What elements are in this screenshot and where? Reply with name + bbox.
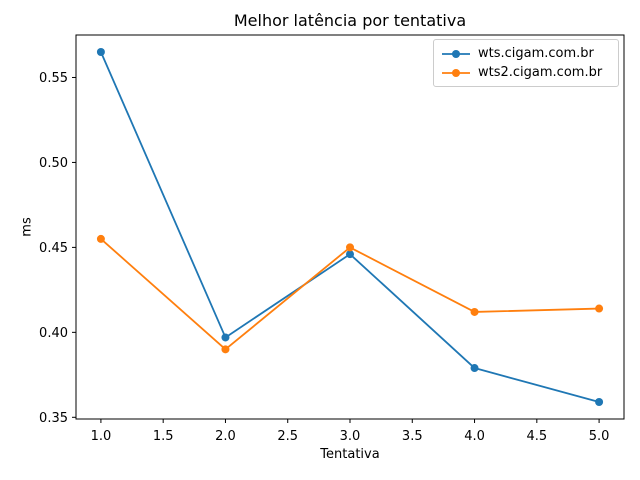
x-tick-label: 2.5 bbox=[277, 429, 298, 444]
data-point-marker bbox=[346, 243, 354, 252]
legend-line-marker-icon bbox=[442, 68, 470, 77]
series-line bbox=[100, 51, 600, 403]
y-tick-label: 0.50 bbox=[39, 156, 68, 171]
x-tick-label: 1.0 bbox=[91, 429, 112, 444]
data-point-marker bbox=[221, 333, 230, 342]
legend-label: wts2.cigam.com.br bbox=[478, 65, 603, 80]
data-point-marker bbox=[96, 47, 105, 56]
data-point-marker bbox=[221, 345, 230, 354]
data-point-marker bbox=[470, 364, 479, 373]
y-axis-label: ms bbox=[19, 217, 35, 237]
legend-item: wts2.cigam.com.br bbox=[441, 65, 611, 80]
legend-label: wts.cigam.com.br bbox=[478, 46, 594, 61]
data-point-marker bbox=[595, 304, 604, 313]
y-tick-label: 0.40 bbox=[39, 326, 68, 341]
x-tick-label: 2.0 bbox=[215, 429, 236, 444]
data-point-marker bbox=[595, 398, 604, 407]
x-tick-label: 4.5 bbox=[526, 429, 547, 444]
x-tick-label: 1.5 bbox=[153, 429, 174, 444]
data-point-marker bbox=[470, 307, 479, 316]
y-tick-label: 0.35 bbox=[39, 411, 68, 426]
plot-spines bbox=[75, 34, 625, 420]
x-tick-label: 5.0 bbox=[589, 429, 610, 444]
chart-title: Melhor latência por tentativa bbox=[233, 11, 467, 30]
x-tick-label: 3.5 bbox=[402, 429, 423, 444]
data-point-marker bbox=[346, 250, 354, 259]
y-tick-label: 0.55 bbox=[39, 71, 68, 86]
data-point-marker bbox=[96, 234, 105, 243]
x-tick-label: 4.0 bbox=[464, 429, 485, 444]
legend-item: wts.cigam.com.br bbox=[441, 46, 611, 61]
legend-line-marker-icon bbox=[442, 49, 470, 58]
legend: wts.cigam.com.br wts2.cigam.com.br bbox=[433, 39, 619, 87]
x-axis-label: Tentativa bbox=[320, 447, 380, 462]
x-tick-label: 3.0 bbox=[340, 429, 361, 444]
y-tick-label: 0.45 bbox=[39, 241, 68, 256]
